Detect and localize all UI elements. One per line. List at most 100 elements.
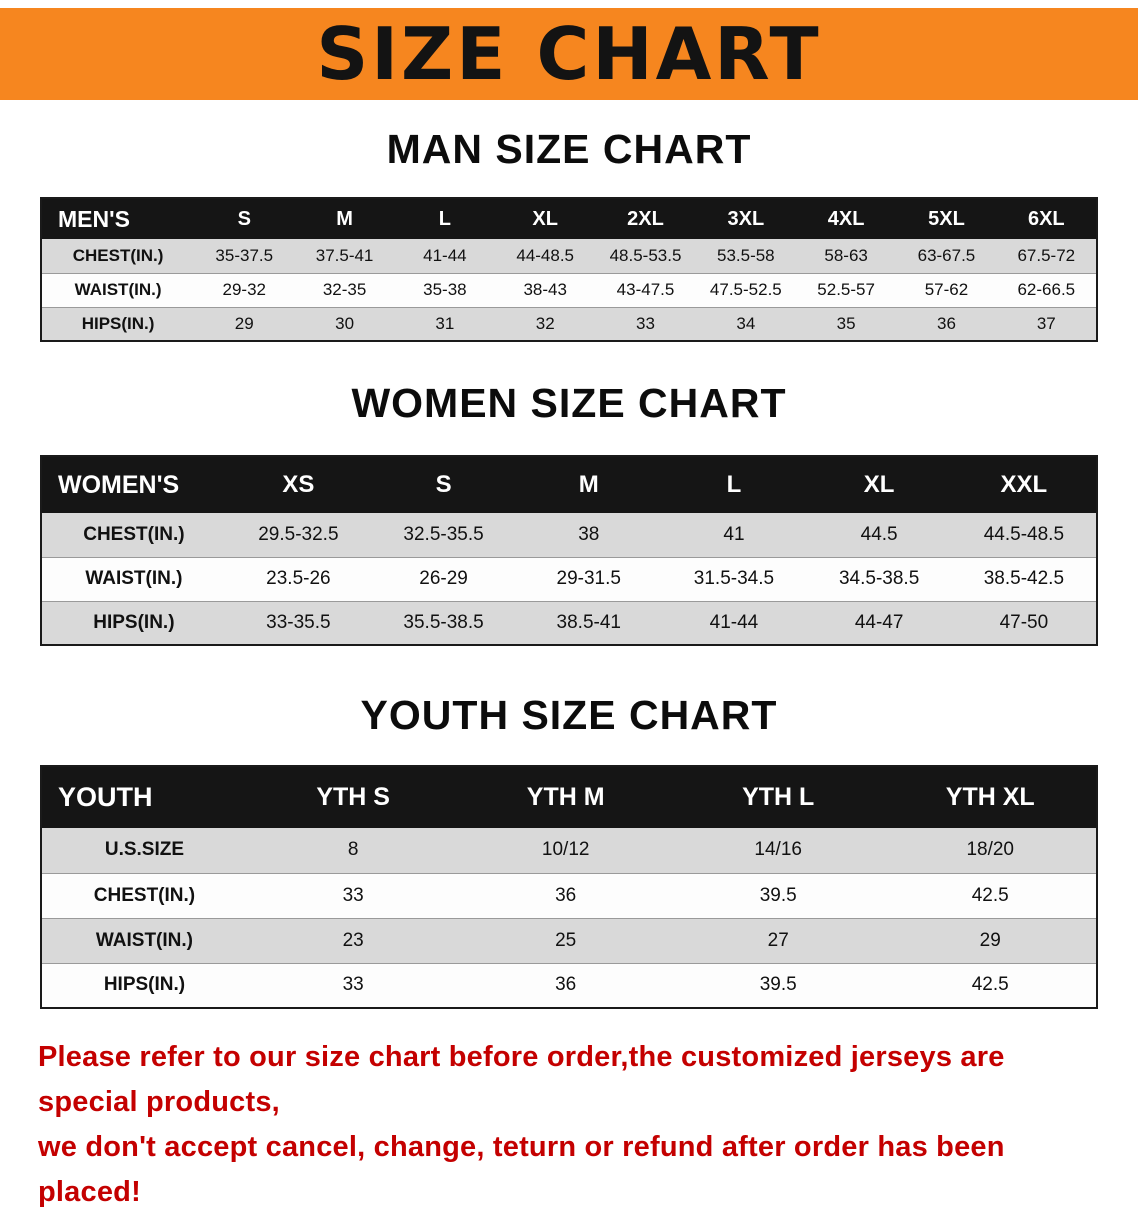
size-value-cell: 44-48.5 [516,245,575,265]
row-label: HIPS(IN.) [103,974,186,996]
size-value-cell: 38 [578,523,600,545]
size-value-cell: 36 [555,884,577,906]
size-value-cell: 47.5-52.5 [709,280,782,299]
size-value-cell: 32.5-35.5 [403,523,484,545]
size-value-cell: 39.5 [759,974,797,996]
women-size-section: WOMEN SIZE CHART WOMEN'S XS S M L XL XXL CHEST(… [0,380,1138,646]
size-value-cell: 23 [342,929,364,951]
table-row: HIPS(IN.) 33-35.5 35.5-38.5 38.5-41 41-44 44-… [41,601,1097,645]
size-column-header: XS [225,456,371,513]
table-row: U.S.SIZE 8 10/12 14/16 18/20 [41,828,1097,873]
row-label: CHEST(IN.) [72,245,164,265]
size-value-cell: 35.5-38.5 [403,611,484,633]
size-value-cell: 32 [535,313,555,333]
size-value-cell: 62-66.5 [1017,280,1076,299]
row-label: HIPS(IN.) [93,611,175,633]
size-value-cell: 10/12 [541,839,590,861]
size-value-cell: 52.5-57 [817,280,875,299]
size-value-cell: 33 [636,313,655,333]
size-column-header: S [370,456,517,513]
size-value-cell: 63-67.5 [917,245,976,265]
size-value-cell: 27 [767,929,789,951]
size-value-cell: 43-47.5 [616,280,675,299]
size-value-cell: 8 [347,839,359,861]
table-group-label: YOUTH [41,766,247,828]
size-value-cell: 44-47 [854,611,904,633]
size-value-cell: 53.5-58 [716,245,775,265]
size-value-cell: 35 [836,313,856,333]
size-value-cell: 47-50 [999,611,1049,633]
row-label: WAIST(IN.) [85,568,183,589]
size-value-cell: 29 [979,929,1001,951]
size-column-header: S [194,198,295,239]
youth-section-heading: YOUTH SIZE CHART [360,692,778,738]
table-group-label: MEN'S [41,198,195,239]
table-header-row: WOMEN'S XS S M L XL XXL [41,456,1097,513]
size-value-cell: 33-35.5 [266,611,331,633]
size-chart-page: SIZE CHART MAN SIZE CHART MEN'S S M L XL 2XL 3… [0,8,1138,1215]
size-value-cell: 33 [342,974,364,996]
size-value-cell: 35-38 [423,280,467,299]
row-label: WAIST(IN.) [95,929,193,951]
size-column-header: L [394,198,496,239]
size-column-header: 6XL [996,198,1097,239]
size-value-cell: 34 [736,313,756,333]
size-value-cell: 29.5-32.5 [258,523,339,545]
table-header-row: YOUTH YTH S YTH M YTH L YTH XL [41,766,1097,828]
size-value-cell: 42.5 [971,974,1009,996]
table-row: CHEST(IN.) 29.5-32.5 32.5-35.5 38 41 44.5 44.5… [41,513,1097,557]
row-label: U.S.SIZE [104,839,185,861]
size-column-header: 3XL [695,198,796,239]
table-row: CHEST(IN.) 33 36 39.5 42.5 [41,873,1097,918]
size-column-header: 2XL [595,198,696,239]
page-title: SIZE CHART [316,12,822,96]
size-value-cell: 29-32 [222,280,266,299]
row-label: HIPS(IN.) [81,313,155,333]
size-column-header: 4XL [795,198,897,239]
size-value-cell: 44.5 [860,523,898,545]
men-size-table: MEN'S S M L XL 2XL 3XL 4XL 5XL 6XL CHEST(IN.) 35-37… [40,197,1098,342]
women-size-table: WOMEN'S XS S M L XL XXL CHEST(IN.) 29.5-32.5 32.5… [40,455,1098,646]
size-column-header: YTH M [459,766,672,828]
size-value-cell: 18/20 [966,839,1014,861]
size-value-cell: 14/16 [754,839,802,861]
size-value-cell: 29 [234,313,254,333]
size-value-cell: 25 [555,929,577,951]
women-section-heading: WOMEN SIZE CHART [351,380,787,426]
row-label: WAIST(IN.) [74,280,162,299]
size-column-header: YTH XL [884,766,1097,828]
size-value-cell: 38.5-41 [556,611,621,633]
size-value-cell: 42.5 [971,884,1009,906]
size-value-cell: 58-63 [824,245,868,265]
size-value-cell: 30 [335,313,355,333]
disclaimer-line-2: we don't accept cancel, change, teturn o… [38,1130,1005,1208]
size-value-cell: 38-43 [523,280,567,299]
size-column-header: XL [495,198,596,239]
table-row: CHEST(IN.) 35-37.5 37.5-41 41-44 44-48.5 48.5… [41,239,1097,273]
table-row: HIPS(IN.) 33 36 39.5 42.5 [41,963,1097,1008]
table-header-row: MEN'S S M L XL 2XL 3XL 4XL 5XL 6XL [41,198,1097,239]
youth-size-table: YOUTH YTH S YTH M YTH L YTH XL U.S.SIZE 8 10/12… [40,765,1098,1009]
men-size-section: MAN SIZE CHART MEN'S S M L XL 2XL 3XL 4XL 5XL 6XL… [0,126,1138,342]
size-value-cell: 37.5-41 [315,245,374,265]
table-group-label: WOMEN'S [41,456,226,513]
size-value-cell: 34.5-38.5 [838,568,920,589]
size-value-cell: 39.5 [759,884,797,906]
size-column-header: L [661,456,807,513]
size-value-cell: 26-29 [419,568,468,589]
size-value-cell: 48.5-53.5 [609,245,682,265]
size-value-cell: 36 [555,974,577,996]
disclaimer-line-1: Please refer to our size chart before or… [38,1041,1005,1118]
size-column-header: M [516,456,662,513]
size-value-cell: 41-44 [423,245,467,265]
size-value-cell: 32-35 [322,280,367,299]
size-value-cell: 23.5-26 [266,568,331,589]
size-value-cell: 31.5-34.5 [693,568,775,589]
row-label: CHEST(IN.) [83,523,185,545]
size-column-header: M [294,198,395,239]
size-column-header: XL [806,456,952,513]
size-value-cell: 31 [435,313,455,333]
size-column-header: 5XL [896,198,997,239]
size-value-cell: 35-37.5 [215,245,274,265]
size-value-cell: 41 [723,523,745,545]
